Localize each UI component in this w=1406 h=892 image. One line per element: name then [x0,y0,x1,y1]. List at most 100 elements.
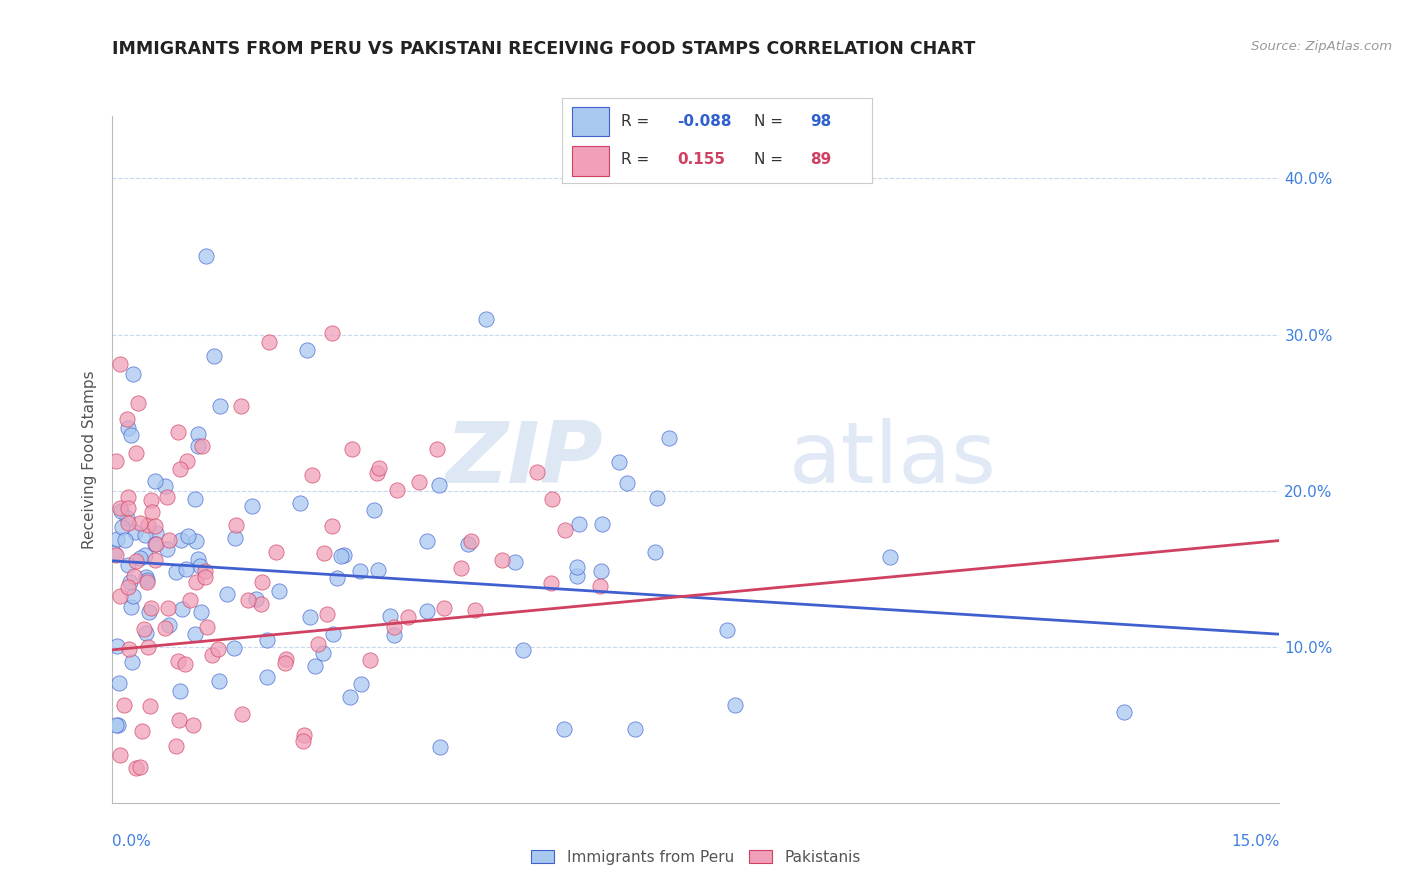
Point [269,583,291,598]
Point [298,610,321,624]
Point [464,603,486,617]
Point [157,618,180,632]
Text: N =: N = [754,114,787,129]
Point [554,523,576,537]
Point [457,537,479,551]
Point [378,608,401,623]
Point [491,553,513,567]
Point [166,654,188,668]
Point [256,633,278,648]
Point [155,479,177,493]
Point [191,439,214,453]
Point [274,651,297,665]
Point [367,461,389,475]
Point [333,548,356,562]
Point [250,575,273,590]
Point [181,717,204,731]
Text: IMMIGRANTS FROM PERU VS PAKISTANI RECEIVING FOOD STAMPS CORRELATION CHART: IMMIGRANTS FROM PERU VS PAKISTANI RECEIV… [112,40,976,58]
Point [170,601,193,615]
Point [118,575,141,590]
Point [156,542,179,557]
Point [165,565,187,579]
Legend: Immigrants from Peru, Pakistanis: Immigrants from Peru, Pakistanis [526,844,866,871]
Point [135,625,157,640]
Text: 0.155: 0.155 [676,152,725,167]
Point [290,496,312,510]
Point [139,698,162,713]
Point [184,574,207,589]
Point [177,529,200,543]
Point [367,563,389,577]
Point [117,558,139,572]
Point [128,516,150,531]
Point [120,599,142,614]
Point [366,466,388,480]
Bar [572,107,609,136]
Point [121,367,143,381]
Point [105,548,128,562]
Point [134,548,156,562]
Point [195,620,218,634]
Point [187,427,209,442]
Point [141,600,163,615]
Point [209,399,232,413]
Point [143,537,166,551]
Point [169,713,191,727]
Point [202,349,225,363]
Point [157,533,180,548]
Text: 0.0%: 0.0% [112,834,152,849]
Point [427,477,450,491]
Point [249,597,271,611]
Point [591,516,613,531]
Point [112,698,135,713]
Point [315,607,337,621]
Point [135,570,157,584]
Point [104,718,127,732]
Point [450,561,472,575]
Point [155,621,177,635]
Point [169,684,191,698]
Y-axis label: Receiving Food Stamps: Receiving Food Stamps [82,370,97,549]
Point [222,640,245,655]
Point [349,676,371,690]
Point [292,728,315,742]
Point [321,326,343,340]
Point [553,722,575,736]
Point [141,505,163,519]
Point [108,357,131,371]
Point [125,554,148,568]
Point [565,569,588,583]
Point [176,454,198,468]
Point [110,590,132,604]
Point [512,642,534,657]
Point [429,739,451,754]
Point [349,565,371,579]
Point [110,748,132,763]
Point [526,465,548,479]
Text: R =: R = [621,114,654,129]
Point [644,545,666,559]
Point [225,517,247,532]
Point [128,760,150,774]
Point [322,627,344,641]
Point [217,587,239,601]
Point [240,499,263,513]
Point [359,653,381,667]
Point [460,534,482,549]
Bar [572,146,609,176]
Point [312,546,335,560]
Point [115,412,138,426]
Text: Source: ZipAtlas.com: Source: ZipAtlas.com [1251,40,1392,54]
Point [107,675,129,690]
Point [170,533,193,547]
Point [330,549,353,564]
Point [724,698,747,712]
Point [156,490,179,504]
Point [136,573,159,587]
Point [645,491,668,505]
Point [624,722,647,736]
Point [339,690,361,705]
Point [190,605,212,619]
Point [110,501,132,516]
Point [609,455,631,469]
